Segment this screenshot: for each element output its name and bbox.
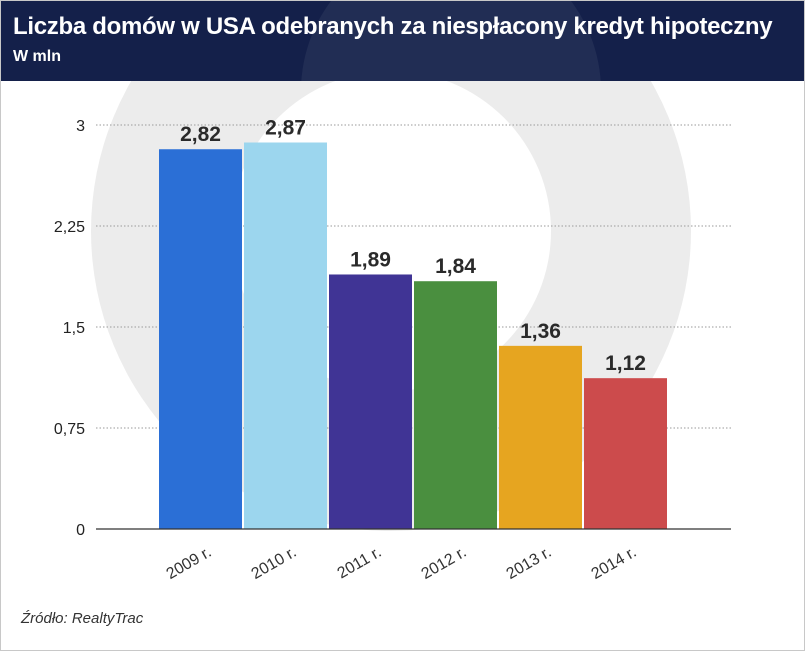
y-tick-label: 2,25 [54,219,85,236]
bar [499,345,582,529]
chart-subtitle: W mln [13,48,61,65]
bar [584,378,667,529]
x-tick-label: 2014 r. [589,544,640,583]
bar [244,142,327,530]
data-label: 2,82 [180,123,221,146]
data-label: 1,89 [350,248,391,271]
y-tick-label: 0 [76,522,85,539]
data-labels: 2,82 2,87 1,89 1,84 1,36 1,12 [180,117,646,376]
header-decoration [301,1,601,81]
x-tick-label: 2011 r. [335,544,385,583]
data-label: 2,87 [265,117,306,140]
chart-title: Liczba domów w USA odebranych za niespła… [13,13,773,40]
y-tick-label: 1,5 [63,320,85,337]
data-label: 1,84 [435,255,476,278]
x-tick-label: 2010 r. [249,544,300,583]
x-tick-label: 2012 r. [419,544,470,583]
x-tick-label: 2009 r. [164,544,215,583]
bar-chart-svg: 0 0,75 1,5 2,25 3 2009 r. 2010 r. 2011 r. 2012 … [54,81,731,583]
data-label: 1,36 [520,320,561,343]
bar [414,281,497,529]
bar-chart: 0 0,75 1,5 2,25 3 2009 r. 2010 r. 2011 r. 2012 … [1,81,804,601]
y-tick-label: 3 [76,118,85,135]
x-tick-label: 2013 r. [504,544,555,583]
bars [159,142,667,530]
y-tick-labels: 0 0,75 1,5 2,25 3 [54,118,85,539]
bar [329,274,412,529]
y-tick-label: 0,75 [54,421,85,438]
data-label: 1,12 [605,352,646,375]
bar [159,149,242,529]
chart-header: Liczba domów w USA odebranych za niespła… [1,1,804,81]
source-note: Źródło: RealtyTrac [21,610,144,627]
x-tick-labels: 2009 r. 2010 r. 2011 r. 2012 r. 2013 r. 2014 … [164,544,640,583]
